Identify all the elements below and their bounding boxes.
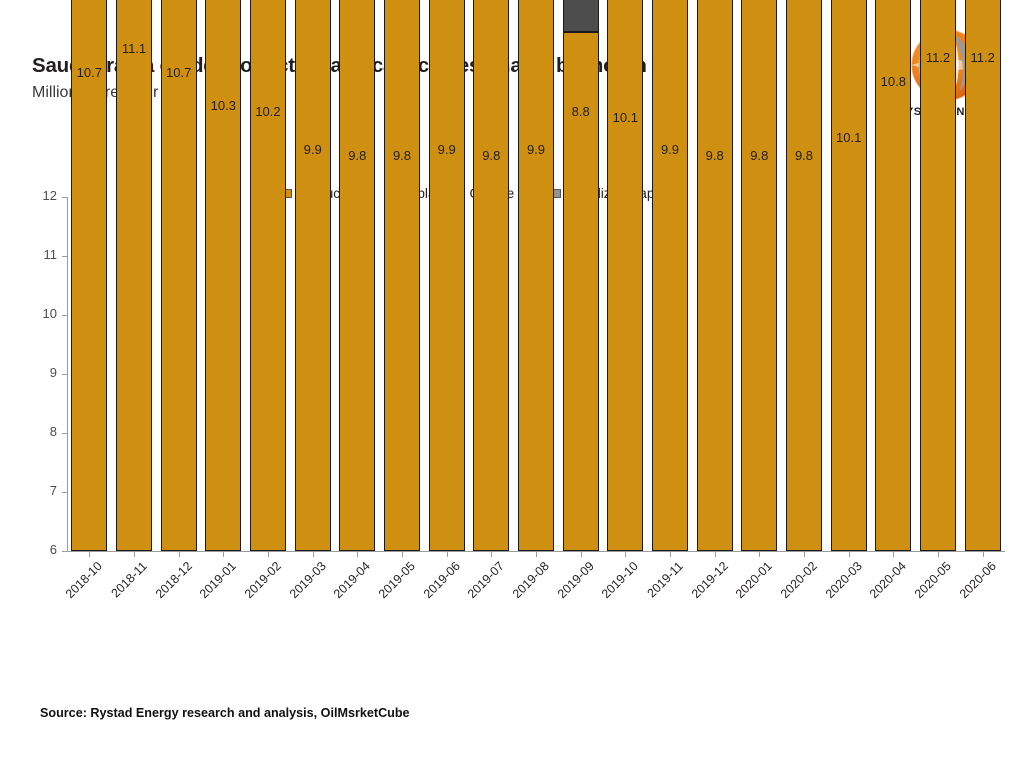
x-axis-tick-mark (714, 552, 716, 557)
bar-segment-production[interactable] (607, 0, 644, 551)
bar-segment-production[interactable] (473, 0, 510, 551)
bar-group[interactable] (339, 0, 376, 551)
bar-segment-production[interactable] (250, 0, 286, 551)
x-axis-tick-mark (804, 552, 805, 557)
x-axis-tick-mark (580, 552, 582, 557)
x-axis-tick-mark (402, 552, 403, 557)
bar-segment-production[interactable] (652, 0, 688, 551)
y-axis-tick-mark (62, 433, 68, 434)
bar-group[interactable] (518, 0, 554, 551)
bar-segment-production[interactable] (830, 0, 867, 551)
bar-group[interactable] (562, 0, 599, 551)
x-axis-tick-mark (312, 552, 314, 557)
bar-group[interactable] (384, 0, 420, 551)
x-axis-tick-mark (982, 552, 984, 557)
bar-group[interactable] (875, 0, 912, 551)
y-axis-tick-label: 8 (49, 424, 57, 439)
x-axis-tick-label: 2020-04 (867, 559, 910, 602)
bar-group[interactable] (116, 0, 152, 551)
bar-segment-production[interactable] (428, 0, 465, 551)
bar-segment-production[interactable] (518, 0, 554, 551)
bar-segment-production[interactable] (786, 0, 822, 551)
bar-segment-production[interactable] (562, 31, 599, 551)
bar-segment-production[interactable] (920, 0, 956, 551)
y-axis-tick-label: 9 (49, 365, 57, 380)
x-axis-tick-mark (848, 552, 850, 557)
bar-group[interactable] (696, 0, 733, 551)
x-axis-line (67, 551, 1005, 552)
y-axis-tick-label: 12 (42, 188, 57, 203)
y-axis-tick-label: 7 (49, 483, 57, 498)
x-axis-tick-mark (625, 552, 627, 557)
y-axis-tick-label: 10 (42, 306, 57, 321)
y-axis-tick-mark (62, 197, 68, 198)
bar-group[interactable] (160, 0, 197, 551)
bar-segment-unplanned-outage[interactable] (562, 0, 599, 32)
bar-group[interactable] (786, 0, 822, 551)
y-axis-tick-mark (62, 492, 68, 493)
bar-group[interactable] (920, 0, 956, 551)
x-axis-tick-mark (938, 552, 939, 557)
y-axis-tick-mark (62, 374, 68, 375)
x-axis-tick-mark (89, 552, 91, 557)
bar-segment-production[interactable] (696, 0, 733, 551)
x-axis-tick-mark (446, 552, 448, 557)
bar-group[interactable] (294, 0, 331, 551)
x-axis-tick-mark (893, 552, 895, 557)
x-axis-tick-mark (223, 552, 225, 557)
x-axis-tick-mark (759, 552, 761, 557)
bar-group[interactable] (205, 0, 242, 551)
x-axis-tick-label: 2019-07 (465, 559, 508, 602)
bar-group[interactable] (964, 0, 1001, 551)
bar-segment-production[interactable] (875, 0, 912, 551)
x-axis-tick-mark (536, 552, 537, 557)
bar-segment-production[interactable] (339, 0, 376, 551)
x-axis-tick-label: 2020-01 (733, 559, 776, 602)
x-axis-tick-label: 2019-04 (331, 559, 374, 602)
x-axis-tick-label: 2018-10 (63, 559, 106, 602)
x-axis-tick-mark (357, 552, 359, 557)
bar-segment-production[interactable] (741, 0, 778, 551)
bar-segment-production[interactable] (160, 0, 197, 551)
bar-segment-production[interactable] (116, 0, 152, 551)
bar-segment-production[interactable] (205, 0, 242, 551)
x-axis-tick-mark (491, 552, 493, 557)
x-axis-tick-mark (178, 552, 180, 557)
bar-group[interactable] (428, 0, 465, 551)
bar-group[interactable] (607, 0, 644, 551)
bar-segment-production[interactable] (294, 0, 331, 551)
y-axis-tick-mark (62, 256, 68, 257)
y-axis-tick-label: 11 (43, 247, 58, 262)
x-axis-tick-mark (134, 552, 135, 557)
bar-group[interactable] (830, 0, 867, 551)
bar-group[interactable] (652, 0, 688, 551)
x-axis-tick-mark (268, 552, 269, 557)
bar-segment-production[interactable] (71, 0, 108, 551)
bar-group[interactable] (473, 0, 510, 551)
x-axis-tick-label: 2019-10 (599, 559, 642, 602)
y-axis-tick-mark (62, 315, 68, 316)
bar-segment-production[interactable] (384, 0, 420, 551)
bar-group[interactable] (741, 0, 778, 551)
x-axis-tick-label: 2019-01 (197, 559, 240, 602)
y-axis-tick-mark (62, 551, 68, 552)
source-note: Source: Rystad Energy research and analy… (40, 706, 410, 720)
y-axis-tick-label: 6 (49, 542, 57, 557)
x-axis-tick-mark (670, 552, 671, 557)
bar-group[interactable] (71, 0, 108, 551)
bar-group[interactable] (250, 0, 286, 551)
bar-segment-production[interactable] (964, 0, 1001, 551)
